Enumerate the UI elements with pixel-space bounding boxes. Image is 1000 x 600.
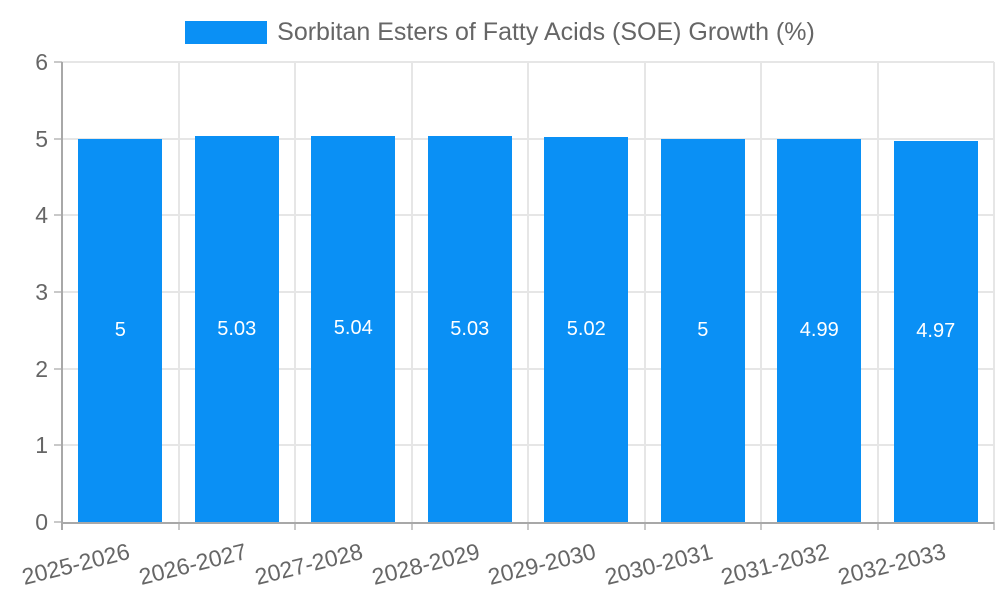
bar-value-label: 5 — [114, 318, 126, 341]
x-axis-tick — [410, 522, 413, 530]
gridline-vertical — [527, 62, 529, 522]
x-axis-tick — [177, 522, 180, 530]
bar[interactable]: 5.03 — [427, 136, 512, 522]
x-axis-tick — [294, 522, 296, 530]
bar-value-label: 5.04 — [333, 317, 373, 340]
x-tick-label: 2025-2026 — [19, 538, 133, 590]
x-tick-label: 2029-2030 — [485, 538, 599, 590]
bar[interactable]: 4.97 — [893, 140, 978, 522]
y-tick-label: 5 — [35, 125, 48, 152]
y-tick-label: 6 — [35, 49, 48, 75]
bar-value-label: 5.03 — [217, 317, 257, 340]
x-axis-tick — [993, 522, 995, 530]
legend[interactable]: Sorbitan Esters of Fatty Acids (SOE) Gro… — [0, 18, 1000, 46]
gridline-vertical — [410, 62, 413, 522]
bar-value-label: 5.02 — [566, 318, 606, 341]
bar[interactable]: 5.02 — [544, 137, 629, 522]
bar-value-label: 4.97 — [916, 319, 956, 342]
gridline-vertical — [643, 62, 646, 522]
x-axis-tick — [760, 522, 762, 530]
y-tick-label: 4 — [35, 202, 48, 229]
x-tick-label: 2031-2032 — [718, 538, 832, 590]
gridline-vertical — [294, 62, 296, 522]
x-tick-label: 2027-2028 — [252, 538, 366, 590]
y-axis-tick — [54, 61, 62, 63]
x-axis-tick — [643, 522, 646, 530]
gridline-vertical — [876, 62, 879, 522]
bar-value-label: 4.99 — [799, 319, 839, 342]
y-axis-tick — [54, 214, 62, 217]
bar-value-label: 5.03 — [450, 317, 490, 340]
bar[interactable]: 5 — [78, 138, 163, 522]
x-axis-line — [62, 522, 994, 524]
gridline-vertical — [760, 62, 762, 522]
gridline-vertical — [993, 62, 995, 522]
y-axis-tick — [54, 521, 62, 523]
x-tick-label: 2026-2027 — [136, 538, 250, 590]
x-axis-tick — [876, 522, 879, 530]
y-axis-tick — [54, 367, 62, 370]
legend-swatch-icon — [185, 20, 268, 44]
bar[interactable]: 4.99 — [777, 139, 862, 522]
x-tick-label: 2028-2029 — [369, 538, 483, 590]
y-axis-line — [61, 62, 63, 530]
y-axis-tick — [54, 291, 62, 293]
y-axis-tick — [54, 444, 62, 447]
y-tick-label: 1 — [35, 432, 48, 459]
x-tick-label: 2030-2031 — [602, 538, 716, 590]
x-axis-tick — [527, 522, 529, 530]
bar-value-label: 5 — [697, 318, 709, 341]
y-tick-label: 3 — [35, 279, 48, 305]
bar[interactable]: 5.03 — [194, 136, 279, 522]
bar[interactable]: 5 — [660, 138, 745, 522]
gridline-vertical — [177, 62, 180, 522]
legend-label: Sorbitan Esters of Fatty Acids (SOE) Gro… — [277, 17, 815, 46]
y-tick-label: 0 — [35, 509, 48, 535]
bar[interactable]: 5.04 — [311, 135, 396, 522]
y-tick-label: 2 — [35, 355, 48, 382]
x-tick-label: 2032-2033 — [835, 538, 949, 590]
y-axis-tick — [54, 137, 62, 140]
